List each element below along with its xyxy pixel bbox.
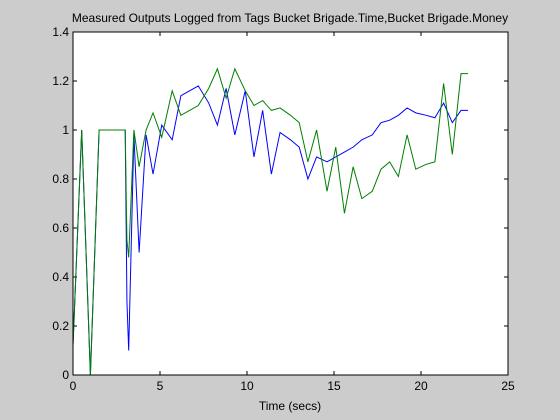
series-line-1 (72, 85, 468, 376)
y-tick-label: 1 (62, 123, 69, 137)
x-tick-label: 15 (327, 379, 341, 393)
x-tick-group: 0 5 10 15 20 25 (70, 32, 515, 393)
chart-title: Measured Outputs Logged from Tags Bucket… (72, 11, 508, 25)
axes-box (72, 31, 509, 376)
x-tick-label: 25 (501, 379, 515, 393)
y-tick-label: 0.4 (52, 270, 69, 284)
y-tick-label: 0.8 (52, 172, 69, 186)
y-tick-label: 0.6 (52, 221, 69, 235)
x-tick-label: 0 (70, 379, 77, 393)
y-tick-label: 0 (62, 368, 69, 382)
series-group (72, 67, 468, 376)
x-axis-label: Time (secs) (259, 399, 321, 413)
y-tick-label: 1.4 (52, 25, 69, 39)
x-tick-label: 10 (240, 379, 254, 393)
y-tick-label: 0.2 (52, 319, 69, 333)
y-tick-group: 0 0.2 0.4 0.6 0.8 1 1.2 1.4 (52, 25, 508, 382)
series-line-2 (72, 67, 468, 376)
axes-background (73, 32, 508, 375)
x-tick-label: 20 (414, 379, 428, 393)
x-tick-label: 5 (157, 379, 164, 393)
y-tick-label: 1.2 (52, 74, 69, 88)
